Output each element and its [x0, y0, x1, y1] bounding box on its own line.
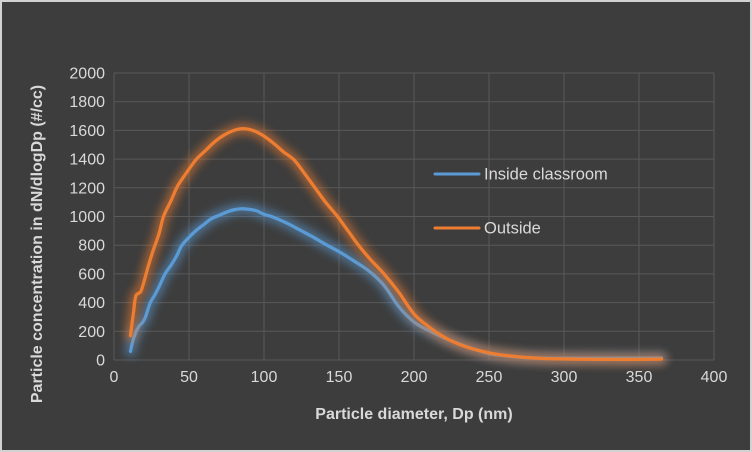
y-tick-label: 800 — [78, 238, 105, 255]
x-tick-label: 350 — [626, 369, 653, 386]
y-tick-label: 600 — [78, 266, 105, 283]
series-outside — [125, 123, 667, 365]
y-tick-label: 200 — [78, 324, 105, 341]
x-tick-label: 100 — [251, 369, 278, 386]
x-tick-label: 250 — [476, 369, 503, 386]
plot-series — [125, 123, 667, 365]
y-tick-label: 1800 — [69, 94, 105, 111]
y-tick-label: 400 — [78, 295, 105, 312]
x-axis-title: Particle diameter, Dp (nm) — [315, 406, 512, 423]
y-tick-label: 1000 — [69, 209, 105, 226]
y-tick-label: 1600 — [69, 123, 105, 140]
y-tick-label: 2000 — [69, 66, 105, 83]
x-tick-label: 50 — [180, 369, 198, 386]
y-axis-title: Particle concentration in dN/dlogDp (#/c… — [29, 85, 46, 403]
x-tick-label: 200 — [401, 369, 428, 386]
series-glow-outside — [125, 123, 667, 365]
y-tick-label: 0 — [96, 353, 105, 370]
x-tick-label: 400 — [701, 369, 728, 386]
legend: Inside classroom Outside — [433, 166, 608, 238]
legend-item-inside-classroom[interactable]: Inside classroom — [433, 166, 608, 184]
y-axis-tick-labels: 0 200 400 600 800 1000 1200 1400 1600 1800 2000 — [69, 66, 105, 370]
x-tick-label: 150 — [326, 369, 353, 386]
legend-label-outside: Outside — [484, 220, 541, 238]
x-tick-label: 300 — [551, 369, 578, 386]
x-axis-tick-labels: 0 50 100 150 200 250 300 350 400 — [110, 369, 728, 386]
series-line-outside[interactable] — [128, 127, 664, 362]
x-tick-label: 0 — [110, 369, 119, 386]
y-tick-label: 1200 — [69, 180, 105, 197]
legend-label-inside-classroom: Inside classroom — [484, 166, 608, 184]
y-tick-label: 1400 — [69, 152, 105, 169]
legend-item-outside[interactable]: Outside — [433, 220, 541, 238]
